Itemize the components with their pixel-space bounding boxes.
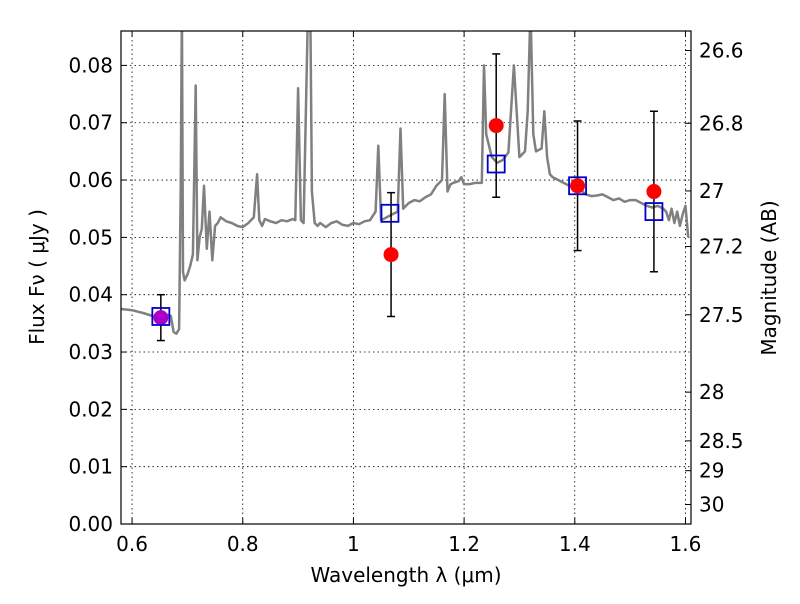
y-tick-label: 0.00 — [68, 512, 113, 536]
x-tick-label: 1.2 — [448, 532, 480, 556]
x-tick-label: 1 — [347, 532, 360, 556]
model-photometry-square — [486, 154, 506, 174]
observed-point — [383, 247, 399, 263]
y-tick-label: 0.02 — [68, 397, 113, 421]
x-axis-label: Wavelength λ (μm) — [310, 563, 501, 587]
x-tick-label: 1.6 — [670, 532, 702, 556]
observed-point — [570, 178, 586, 194]
y-axis-label: Flux Fν ( μJy ) — [25, 209, 49, 345]
observed-point — [488, 118, 504, 134]
model-squares — [151, 154, 664, 326]
x-tick-label: 0.6 — [116, 532, 148, 556]
x-tick-label: 1.4 — [559, 532, 591, 556]
grid-lines — [121, 31, 691, 524]
y-tick-label: 0.01 — [68, 455, 113, 479]
axis-ticks: 0.6 0.8 1 1.2 1.4 1.6 0.00 0.01 0.02 0.03 0.04 0.05… — [68, 31, 744, 556]
model-photometry-square — [380, 203, 400, 223]
y2-tick-label: 26.6 — [699, 38, 744, 62]
model-photometry-square — [568, 176, 587, 196]
y-tick-label: 0.03 — [68, 340, 113, 364]
model-spectrum-line — [121, 31, 690, 335]
model-photometry-square — [644, 202, 664, 221]
y2-tick-label: 28 — [699, 380, 724, 404]
y-tick-label: 0.08 — [68, 53, 113, 77]
y2-tick-label: 30 — [699, 493, 724, 517]
observed-points — [153, 118, 662, 326]
y-tick-label: 0.05 — [68, 225, 113, 249]
y2-axis-label: Magnitude (AB) — [757, 200, 781, 355]
plot-frame — [120, 30, 692, 525]
y2-tick-label: 27.2 — [699, 235, 744, 259]
observed-point — [153, 310, 169, 326]
y-tick-label: 0.04 — [68, 283, 113, 307]
y2-tick-label: 26.8 — [699, 111, 744, 135]
plot-data-area — [121, 31, 690, 342]
observed-point — [646, 184, 662, 200]
y-tick-label: 0.06 — [68, 168, 113, 192]
y2-tick-label: 29 — [699, 459, 724, 483]
model-photometry-square — [151, 307, 171, 326]
y2-tick-label: 27 — [699, 179, 724, 203]
y2-tick-label: 28.5 — [699, 429, 744, 453]
x-tick-label: 0.8 — [227, 532, 259, 556]
y-tick-label: 0.07 — [68, 111, 113, 135]
y2-tick-label: 27.5 — [699, 303, 744, 327]
